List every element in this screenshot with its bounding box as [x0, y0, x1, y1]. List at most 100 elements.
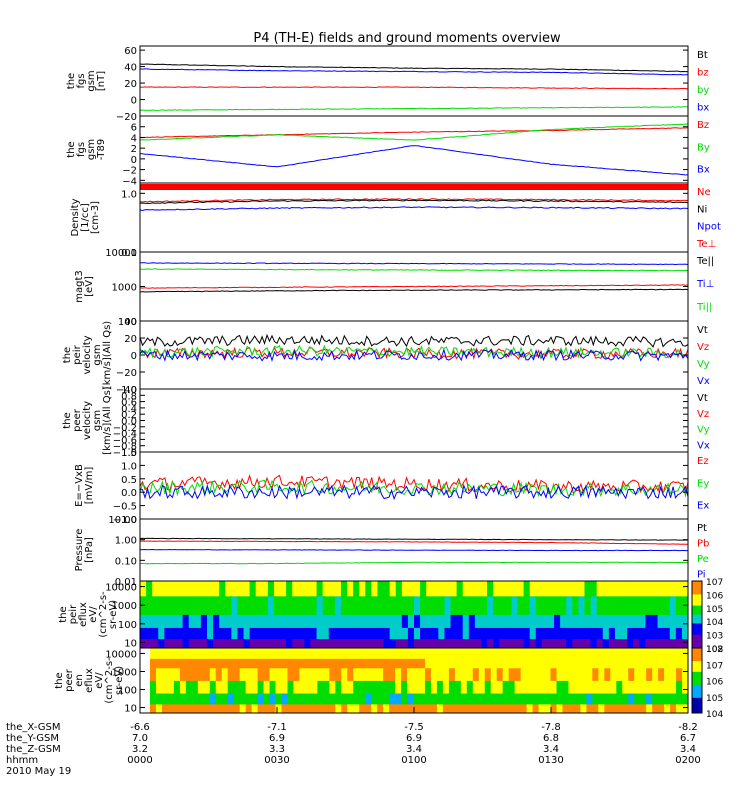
spectrogram-cell — [158, 639, 165, 649]
spectrogram-cell — [448, 680, 456, 695]
spectrogram-cell — [140, 639, 147, 649]
y-tick-label: 20 — [124, 334, 137, 345]
spectrogram-cell — [233, 680, 241, 695]
spectrogram-cell — [155, 680, 163, 695]
y-axis-label: Pressure[nPa] — [74, 529, 95, 572]
spectrogram-cell — [639, 614, 646, 629]
spectrogram-cell — [490, 693, 498, 705]
y-axis-label-line: [km/s](All Qs) — [102, 386, 113, 454]
spectrogram-cell — [263, 704, 271, 714]
spectrogram-cell — [640, 658, 647, 669]
spectrogram-cell — [334, 627, 342, 640]
spectrogram-cell — [167, 658, 175, 669]
y-axis-label-line: the — [58, 606, 69, 622]
spectrogram-cell — [158, 596, 165, 616]
spectrogram-cell — [197, 658, 205, 669]
spectrogram-cell — [263, 680, 271, 695]
spectrogram-cell — [438, 596, 445, 616]
spectrogram-cell — [499, 614, 506, 629]
spectrogram-cell — [243, 627, 251, 640]
spectrogram-cell — [502, 680, 510, 695]
y-axis-label: thefgsgsm-T89 — [66, 139, 107, 161]
spectrogram-cell — [316, 627, 324, 640]
spectrogram-cell — [663, 614, 671, 629]
spectrogram-cell — [657, 581, 665, 597]
spectrogram-cell — [328, 581, 336, 597]
spectrogram-cell — [592, 668, 599, 682]
spectrogram-cell — [520, 704, 528, 714]
spectrogram-cell — [401, 581, 409, 597]
spectrogram-cell — [592, 693, 599, 705]
spectrogram-cell — [580, 693, 587, 705]
spectrogram-cell — [496, 680, 504, 695]
spectrogram-cell — [203, 648, 211, 660]
spectrogram-cell — [484, 704, 492, 714]
spectrogram-cell — [239, 668, 247, 682]
spectrogram-cell — [299, 668, 306, 682]
spectrogram-cell — [377, 627, 385, 640]
spectrogram-cell — [442, 680, 450, 695]
spectrogram-cell — [249, 627, 257, 640]
legend-entry: Vx — [697, 440, 710, 451]
spectrogram-cell — [444, 639, 452, 649]
spectrogram-cell — [251, 693, 259, 705]
spectrogram-cell — [323, 693, 330, 705]
series-line-vt — [139, 333, 689, 348]
y-axis-label-line: (cm^2-s- — [98, 591, 109, 638]
spectrogram-cell — [249, 596, 257, 616]
spectrogram-cell — [484, 648, 492, 660]
spectrogram-cell — [281, 704, 288, 714]
spectrogram-cell — [322, 581, 330, 597]
spectrogram-cell — [608, 596, 616, 616]
spectrogram-cell — [616, 704, 623, 714]
spectrogram-cell — [547, 614, 555, 629]
spectrogram-cell — [586, 693, 593, 705]
spectrogram-cell — [257, 648, 265, 660]
spectrogram-cell — [227, 658, 235, 669]
spectrogram-cell — [152, 614, 159, 629]
y-tick-label: −0.5 — [113, 502, 137, 513]
spectrogram-cell — [444, 627, 452, 640]
spectrogram-cell — [347, 596, 354, 616]
series-line-by — [139, 106, 689, 111]
spectrogram-cell — [480, 639, 488, 649]
spectrogram-cell — [450, 627, 458, 640]
spectrogram-cell — [383, 581, 391, 597]
spectrogram-cell — [652, 648, 659, 660]
spectrogram-cell — [383, 668, 390, 682]
y-tick-label: 10 — [124, 704, 137, 715]
spectrogram-cell — [209, 693, 217, 705]
spectrogram-cell — [233, 704, 241, 714]
spectrogram-cell — [610, 704, 617, 714]
spectrogram-cell — [442, 668, 450, 682]
spectrogram-cell — [438, 581, 445, 597]
spectrogram-cell — [221, 658, 229, 669]
x-row-value: -7.1 — [267, 722, 287, 733]
spectrogram-cell — [669, 614, 677, 629]
spectrogram-cell — [237, 639, 245, 649]
spectrogram-cell — [328, 614, 336, 629]
spectrogram-cell — [562, 658, 569, 669]
spectrogram-cell — [298, 614, 305, 629]
spectrogram-cell — [286, 581, 293, 597]
spectrogram-cell — [359, 693, 366, 705]
spectrogram-cell — [554, 581, 561, 597]
spectrogram-cell — [670, 658, 677, 669]
spectrogram-cell — [286, 596, 293, 616]
spectrogram-cell — [275, 680, 283, 695]
spectrogram-cell — [395, 627, 403, 640]
spectrogram-cell — [280, 581, 287, 597]
spectrogram-cell — [681, 581, 689, 597]
spectrogram-cell — [304, 614, 311, 629]
spectrogram-cell — [395, 596, 403, 616]
colorbar-segment — [692, 587, 702, 591]
spectrogram-cell — [499, 581, 506, 597]
spectrogram-cell — [140, 596, 147, 616]
spectrogram-cell — [621, 596, 628, 616]
spectrogram-cell — [322, 627, 330, 640]
spectrogram-cell — [219, 614, 226, 629]
spectrogram-cell — [237, 614, 245, 629]
colorbar-segment — [692, 654, 702, 658]
spectrogram-cell — [261, 627, 269, 640]
spectrogram-cell — [293, 693, 300, 705]
